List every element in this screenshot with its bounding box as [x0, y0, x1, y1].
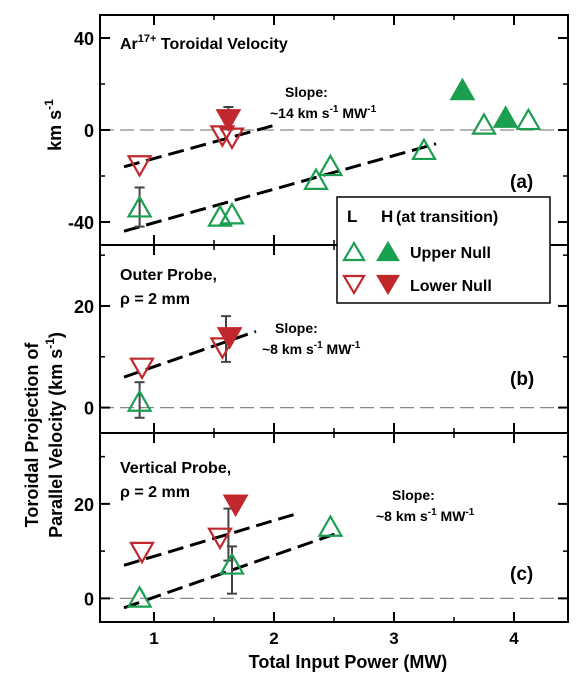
legend-header-note: (at transition)	[396, 209, 498, 226]
panel-c-slope-sup1: -1	[428, 507, 437, 518]
panel-a-slope-mid: MW	[338, 105, 368, 121]
panel-a-slope-sup2: -1	[367, 104, 376, 115]
panel-a-slope-sup1: -1	[330, 104, 339, 115]
panel-b-slope-sup2: -1	[351, 340, 360, 351]
panel-a-point-lower-null-l	[126, 155, 153, 178]
panel-a-point-upper-null-l	[126, 194, 153, 218]
panel-b-point-upper-null-l	[126, 389, 153, 412]
chart-marks: 40 0 -40 20 0 20 0 1 2 3 4	[68, 14, 569, 648]
panel-a-point-upper-null-l	[303, 167, 329, 190]
legend-lower-open-marker	[342, 274, 366, 296]
panel-b-slope-mid: MW	[323, 341, 353, 357]
panel-c-point-lower-null-l	[207, 527, 233, 551]
x-tick-label: 3	[389, 629, 398, 648]
panel-a-ylabel: km s-1	[42, 99, 65, 151]
panel-a-y-tick-label: -40	[68, 213, 94, 233]
panel-a-point-lower-null-h	[215, 109, 242, 132]
panel-b-slope-prefix: ~8 km s	[262, 341, 314, 357]
panel-a-y-tick-label: 40	[74, 29, 94, 49]
shared-ylabel-close: )	[46, 332, 66, 338]
panel-a-ylabel-main: km s	[45, 110, 65, 151]
panel-b-slope-line1: Slope:	[275, 320, 318, 336]
panel-b-y-tick-label: 20	[74, 297, 94, 317]
panel-a-ylabel-sup: -1	[42, 99, 56, 110]
panel-c-point-upper-null-l	[219, 552, 245, 575]
legend-header-h: H	[381, 207, 393, 226]
panel-c-y-tick-label: 20	[74, 495, 94, 515]
shared-ylabel-main: Parallel Velocity (km s	[46, 349, 66, 538]
panel-a-point-upper-null-l	[219, 201, 245, 225]
legend-header-l: L	[347, 207, 357, 226]
panel-c-fit-line	[123, 511, 299, 567]
legend-upper-filled-marker	[376, 240, 400, 262]
panel-b-point-lower-null-h	[216, 327, 243, 350]
panel-b-fit-line	[123, 329, 257, 379]
x-tick-label: 1	[149, 629, 158, 648]
panel-c-slope-prefix: ~8 km s	[376, 508, 428, 524]
panel-c-label: (c)	[510, 564, 533, 585]
panel-a-title-main: Ar	[120, 36, 138, 53]
panel-b-point-lower-null-l	[209, 337, 236, 360]
panel-c-title-line1: Vertical Probe,	[120, 460, 231, 477]
panel-a-slope-line1: Slope:	[285, 84, 328, 100]
panel-c-y-tick-label: 0	[84, 589, 94, 609]
panel-a-point-upper-null-h	[492, 105, 519, 128]
x-tick-label: 4	[509, 629, 519, 648]
panel-c-title-line2: ρ = 2 mm	[120, 484, 190, 501]
panel-a-title-sup: 17+	[138, 33, 157, 45]
panel-a-fit-line	[123, 142, 437, 233]
panel-a-label: (a)	[510, 172, 533, 193]
legend-upper-open-marker	[342, 240, 366, 262]
panel-a-point-lower-null-l	[219, 127, 245, 151]
panel-c-point-lower-null-h	[222, 494, 249, 518]
panel-c-slope-line1: Slope:	[392, 487, 435, 503]
shared-ylabel-sup: -1	[43, 338, 57, 349]
panel-c-point-upper-null-l	[317, 514, 344, 537]
x-axis-label: Total Input Power (MW)	[249, 652, 448, 672]
panel-c-point-upper-null-l	[126, 585, 153, 608]
panel-b-label: (b)	[510, 369, 534, 390]
legend: L H (at transition) Upper Null Lower Nul…	[336, 196, 551, 304]
panel-a-title-rest: Toroidal Velocity	[156, 36, 287, 53]
panel-a-title: Ar17+ Toroidal Velocity	[120, 33, 288, 53]
panel-a-point-upper-null-l	[471, 112, 497, 135]
panel-a-point-lower-null-l	[209, 125, 236, 148]
shared-ylabel-line2: Parallel Velocity (km s-1)	[43, 332, 66, 538]
panel-b-title-line1: Outer Probe,	[120, 267, 217, 284]
panel-a-point-upper-null-h	[449, 77, 476, 101]
legend-lower-null-label: Lower Null	[410, 278, 492, 295]
legend-box	[336, 196, 551, 304]
legend-lower-filled-marker	[376, 274, 400, 296]
panel-b-y-tick-label: 0	[84, 399, 94, 419]
panel-c-slope-sup2: -1	[465, 507, 474, 518]
panel-a-slope-line2: ~14 km s-1 MW-1	[270, 104, 377, 121]
panel-a-point-upper-null-l	[317, 153, 344, 177]
panel-a-slope-prefix: ~14 km s	[270, 105, 330, 121]
panel-c-slope-line2: ~8 km s-1 MW-1	[376, 507, 475, 524]
panel-c-slope-mid: MW	[437, 508, 467, 524]
panel-b-title-line2: ρ = 2 mm	[120, 291, 190, 308]
shared-ylabel-line1: Toroidal Projection of	[22, 342, 42, 528]
panel-b-slope-line2: ~8 km s-1 MW-1	[262, 340, 361, 357]
x-tick-label: 2	[269, 629, 278, 648]
panel-b-point-lower-null-l	[129, 357, 155, 381]
panel-c-point-lower-null-l	[129, 541, 155, 565]
panel-a-y-tick-label: 0	[84, 121, 94, 141]
panel-a-fit-line	[123, 123, 275, 169]
panel-c-fit-line	[123, 530, 341, 610]
legend-upper-null-label: Upper Null	[410, 245, 491, 262]
panel-a-point-upper-null-l	[411, 137, 437, 161]
panel-b-slope-sup1: -1	[314, 340, 323, 351]
panel-a-point-upper-null-l	[515, 107, 542, 131]
